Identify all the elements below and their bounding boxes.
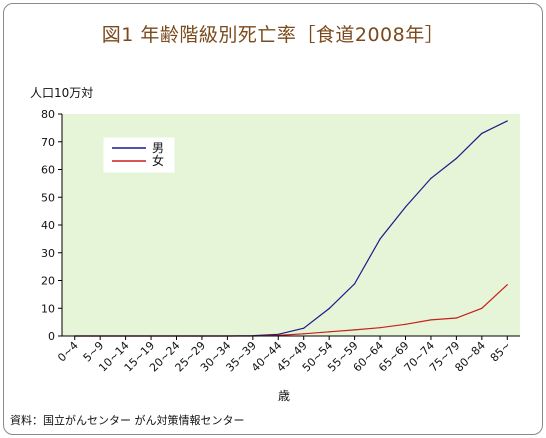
y-tick-label: 80 xyxy=(41,108,55,121)
data-point xyxy=(404,206,407,208)
x-tick-label: 0~4 xyxy=(55,339,81,365)
y-tick-label: 60 xyxy=(41,164,55,177)
data-point xyxy=(481,132,483,135)
data-point xyxy=(506,284,508,286)
x-axis-label: 歳 xyxy=(278,389,291,403)
source-note: 資料：国立がんセンター がん対策情報センター xyxy=(10,414,245,427)
y-tick-label: 0 xyxy=(48,330,55,343)
data-point xyxy=(455,157,457,159)
data-point xyxy=(481,307,483,309)
y-axis-ticks: 0 10 20 30 40 50 60 70 80 xyxy=(41,108,62,343)
data-point xyxy=(328,307,330,310)
data-point xyxy=(303,327,305,329)
legend-label: 女 xyxy=(152,153,164,168)
data-point xyxy=(303,333,305,335)
legend: 男女 xyxy=(103,137,175,173)
data-point xyxy=(277,333,279,335)
data-point xyxy=(328,331,330,333)
data-point xyxy=(404,323,407,325)
y-axis-label: 人口10万対 xyxy=(30,86,94,100)
x-tick-label: 85~ xyxy=(488,339,514,365)
y-tick-label: 10 xyxy=(41,302,55,315)
y-tick-label: 20 xyxy=(41,275,55,288)
y-tick-label: 30 xyxy=(41,247,55,260)
legend-box xyxy=(103,137,175,173)
y-tick-label: 40 xyxy=(41,219,55,232)
x-axis-ticks: 0~4 5~910~1415~1920~2425~2930~3435~3940~4… xyxy=(55,336,513,374)
data-point xyxy=(354,283,356,285)
data-point xyxy=(455,317,457,319)
chart-title: 図1 年齢階級別死亡率［食道2008年］ xyxy=(101,24,445,46)
legend-label: 男 xyxy=(152,141,164,155)
data-point xyxy=(379,238,381,240)
data-point xyxy=(379,327,381,329)
y-tick-label: 70 xyxy=(41,136,55,149)
data-point xyxy=(430,177,432,179)
y-tick-label: 50 xyxy=(41,191,55,204)
data-point xyxy=(354,329,356,331)
data-point xyxy=(506,120,508,122)
data-point xyxy=(430,319,432,321)
